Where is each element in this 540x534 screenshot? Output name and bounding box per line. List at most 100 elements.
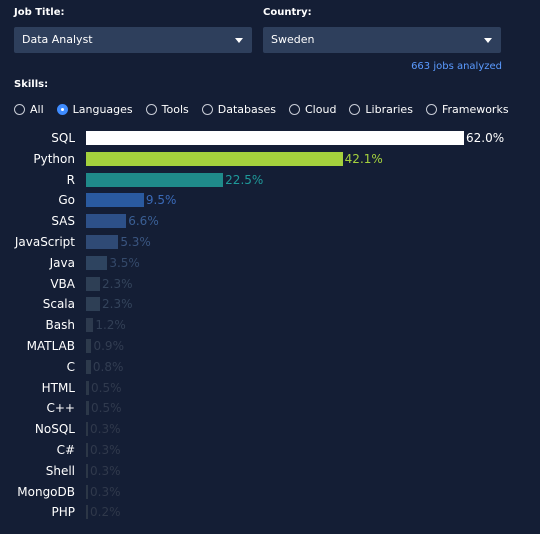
radio-button-icon[interactable] bbox=[14, 103, 25, 115]
bar-category-label: JavaScript bbox=[14, 235, 75, 249]
bar-category-label: HTML bbox=[41, 380, 75, 395]
bar-category-label: MongoDB bbox=[17, 484, 75, 499]
bar bbox=[86, 339, 92, 353]
skills-option-label: Frameworks bbox=[441, 102, 509, 116]
bar-row: Python 42.1% bbox=[0, 149, 540, 169]
bar-row: JavaScript 5.3% bbox=[0, 232, 540, 252]
bar-value-label: 62.0% bbox=[466, 131, 505, 145]
bar-row: Shell 0.3% bbox=[0, 461, 540, 481]
bar-category-label: Bash bbox=[45, 318, 75, 333]
bar-row: Go 9.5% bbox=[0, 190, 540, 210]
bar-row: Java 3.5% bbox=[0, 253, 540, 273]
bar-category-label: Java bbox=[49, 255, 75, 270]
bar-row: NoSQL 0.3% bbox=[0, 419, 540, 439]
bar bbox=[86, 255, 108, 270]
bar-category-label: Go bbox=[58, 193, 75, 208]
skills-option-label: Cloud bbox=[305, 102, 337, 116]
bar bbox=[86, 380, 90, 395]
bar-value-label: 3.5% bbox=[109, 255, 140, 270]
country-select[interactable]: Sweden bbox=[263, 27, 501, 53]
bar-category-label: MATLAB bbox=[26, 339, 75, 353]
bar-category-label: Scala bbox=[42, 297, 75, 312]
bar-value-label: 2.3% bbox=[102, 276, 133, 291]
bar-category-label: C# bbox=[56, 443, 75, 457]
job-title-select[interactable]: Data Analyst bbox=[14, 27, 252, 53]
job-title-label: Job Title: bbox=[14, 7, 65, 18]
job-title-value: Data Analyst bbox=[22, 33, 93, 46]
skills-option-label: Libraries bbox=[365, 102, 413, 116]
skills-option-libraries[interactable]: Libraries bbox=[349, 103, 413, 116]
bar-row: PHP 0.2% bbox=[0, 502, 540, 522]
bar-row: MongoDB 0.3% bbox=[0, 482, 540, 502]
bar-category-label: PHP bbox=[51, 505, 76, 520]
radio-button-icon[interactable] bbox=[201, 103, 213, 115]
bar-category-label: NoSQL bbox=[34, 422, 75, 437]
bar-row: Scala 2.3% bbox=[0, 294, 540, 314]
skills-option-frameworks[interactable]: Frameworks bbox=[425, 102, 509, 116]
skills-radio-group: All Languages Tools Databases Cloud Libraries… bbox=[14, 101, 522, 117]
bar-row: C++ 0.5% bbox=[0, 398, 540, 418]
bar-row: VBA 2.3% bbox=[0, 274, 540, 294]
bar-value-label: 6.6% bbox=[128, 214, 159, 229]
bar bbox=[86, 151, 343, 166]
bar-value-label: 0.2% bbox=[90, 505, 121, 520]
bar-row: SQL 62.0% bbox=[0, 128, 540, 148]
bar-value-label: 0.3% bbox=[90, 422, 121, 437]
bar-category-label: VBA bbox=[50, 276, 75, 291]
bar bbox=[86, 443, 88, 457]
bar bbox=[86, 193, 144, 208]
bar-value-label: 22.5% bbox=[225, 172, 264, 187]
chevron-down-icon bbox=[484, 38, 492, 43]
bar-value-label: 0.5% bbox=[91, 401, 122, 416]
bar-category-label: R bbox=[66, 172, 75, 187]
radio-button-icon[interactable] bbox=[289, 103, 300, 115]
bar-value-label: 0.8% bbox=[92, 359, 124, 374]
bar-row: C 0.8% bbox=[0, 357, 540, 377]
bar-category-label: SQL bbox=[51, 131, 75, 145]
bar-value-label: 0.3% bbox=[90, 463, 121, 478]
bar bbox=[86, 422, 88, 437]
chevron-down-icon bbox=[235, 38, 243, 43]
bar bbox=[86, 318, 94, 333]
skills-option-tools[interactable]: Tools bbox=[145, 102, 189, 116]
jobs-analyzed-count: 663 jobs analyzed bbox=[411, 61, 502, 72]
skills-option-databases[interactable]: Databases bbox=[201, 102, 276, 116]
bar bbox=[86, 505, 88, 520]
radio-button-icon[interactable] bbox=[145, 103, 157, 115]
skills-option-all[interactable]: All bbox=[14, 103, 44, 116]
bar bbox=[86, 235, 119, 249]
country-label: Country: bbox=[263, 7, 312, 18]
bar bbox=[86, 297, 101, 312]
bar bbox=[86, 484, 88, 499]
bar bbox=[86, 214, 127, 229]
bar-category-label: C++ bbox=[46, 401, 76, 416]
bar-value-label: 0.9% bbox=[93, 339, 124, 353]
bar-category-label: C bbox=[66, 359, 75, 374]
bar-value-label: 9.5% bbox=[145, 193, 177, 208]
bar-value-label: 0.3% bbox=[90, 443, 121, 457]
skills-option-label: Databases bbox=[217, 102, 276, 116]
skills-label: Skills: bbox=[14, 79, 49, 90]
bar-row: HTML 0.5% bbox=[0, 378, 540, 398]
bar-value-label: 0.5% bbox=[91, 380, 122, 395]
bar bbox=[86, 276, 101, 291]
skills-option-cloud[interactable]: Cloud bbox=[289, 103, 336, 116]
bar-row: R 22.5% bbox=[0, 170, 540, 190]
radio-button-icon[interactable] bbox=[425, 103, 437, 115]
radio-button-icon[interactable] bbox=[349, 103, 361, 115]
radio-button-icon[interactable] bbox=[56, 103, 68, 115]
bar-value-label: 5.3% bbox=[120, 235, 151, 249]
bar-value-label: 2.3% bbox=[102, 297, 133, 312]
bar bbox=[86, 131, 464, 145]
skills-option-label: Languages bbox=[72, 102, 133, 116]
bar-row: MATLAB 0.9% bbox=[0, 336, 540, 356]
bar bbox=[86, 359, 91, 374]
bar-row: Bash 1.2% bbox=[0, 315, 540, 335]
bar bbox=[86, 172, 224, 187]
country-value: Sweden bbox=[271, 33, 315, 46]
skills-option-label: Tools bbox=[161, 102, 189, 116]
skills-option-languages[interactable]: Languages bbox=[56, 102, 133, 116]
bar bbox=[86, 401, 90, 416]
bar-row: SAS 6.6% bbox=[0, 211, 540, 231]
bar-value-label: 42.1% bbox=[344, 151, 383, 166]
